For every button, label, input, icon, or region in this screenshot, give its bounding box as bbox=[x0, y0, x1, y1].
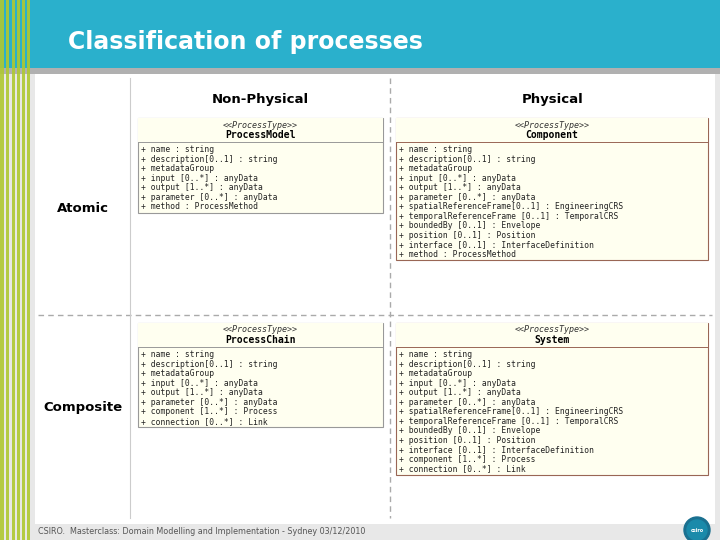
Text: + description[0..1] : string: + description[0..1] : string bbox=[141, 155, 277, 164]
Text: + position [0..1] : Position: + position [0..1] : Position bbox=[399, 436, 536, 445]
Circle shape bbox=[687, 520, 707, 540]
Text: + method : ProcessMethod: + method : ProcessMethod bbox=[141, 202, 258, 211]
Bar bbox=[12, 0, 15, 540]
Text: csiro: csiro bbox=[690, 528, 703, 532]
Text: <<ProcessType>>: <<ProcessType>> bbox=[223, 326, 298, 334]
Text: + input [0..*] : anyData: + input [0..*] : anyData bbox=[141, 174, 258, 183]
Text: + parameter [0..*] : anyData: + parameter [0..*] : anyData bbox=[399, 398, 536, 407]
Text: + boundedBy [0..1] : Envelope: + boundedBy [0..1] : Envelope bbox=[399, 221, 541, 230]
Text: ProcessModel: ProcessModel bbox=[225, 130, 296, 140]
Text: + method : ProcessMethod: + method : ProcessMethod bbox=[399, 249, 516, 259]
Circle shape bbox=[684, 517, 710, 540]
Text: + connection [0..*] : Link: + connection [0..*] : Link bbox=[141, 417, 268, 426]
Bar bbox=[138, 323, 383, 427]
Text: Composite: Composite bbox=[43, 402, 122, 415]
Text: + metadataGroup: + metadataGroup bbox=[399, 164, 472, 173]
Text: <<ProcessType>>: <<ProcessType>> bbox=[515, 326, 590, 334]
Text: + description[0..1] : string: + description[0..1] : string bbox=[399, 155, 536, 164]
Text: + output [1..*] : anyData: + output [1..*] : anyData bbox=[399, 388, 521, 397]
Text: <<ProcessType>>: <<ProcessType>> bbox=[515, 120, 590, 130]
Text: + output [1..*] : anyData: + output [1..*] : anyData bbox=[141, 183, 263, 192]
Text: ProcessChain: ProcessChain bbox=[225, 335, 296, 345]
Text: + name : string: + name : string bbox=[141, 350, 214, 359]
Text: CSIRO.  Masterclass: Domain Modelling and Implementation - Sydney 03/12/2010: CSIRO. Masterclass: Domain Modelling and… bbox=[38, 528, 365, 537]
Text: + input [0..*] : anyData: + input [0..*] : anyData bbox=[141, 379, 258, 388]
Text: + position [0..1] : Position: + position [0..1] : Position bbox=[399, 231, 536, 240]
Text: + metadataGroup: + metadataGroup bbox=[399, 369, 472, 378]
Text: + output [1..*] : anyData: + output [1..*] : anyData bbox=[399, 183, 521, 192]
Bar bbox=[6, 0, 9, 540]
Text: System: System bbox=[534, 335, 570, 345]
Bar bbox=[138, 118, 383, 142]
Text: + interface [0..1] : InterfaceDefinition: + interface [0..1] : InterfaceDefinition bbox=[399, 240, 594, 249]
Text: Atomic: Atomic bbox=[57, 201, 109, 214]
Text: <<ProcessType>>: <<ProcessType>> bbox=[223, 120, 298, 130]
Text: + component [1..*] : Process: + component [1..*] : Process bbox=[399, 455, 536, 464]
Bar bbox=[396, 118, 708, 260]
Bar bbox=[35, 74, 715, 524]
Text: + spatialReferenceFrame[0..1] : EngineeringCRS: + spatialReferenceFrame[0..1] : Engineer… bbox=[399, 407, 624, 416]
Bar bbox=[17, 0, 20, 540]
Text: + component [1..*] : Process: + component [1..*] : Process bbox=[141, 407, 277, 416]
Bar bbox=[138, 118, 383, 213]
Text: + metadataGroup: + metadataGroup bbox=[141, 369, 214, 378]
Text: + parameter [0..*] : anyData: + parameter [0..*] : anyData bbox=[141, 193, 277, 202]
Bar bbox=[27, 0, 30, 540]
Text: + interface [0..1] : InterfaceDefinition: + interface [0..1] : InterfaceDefinition bbox=[399, 446, 594, 454]
Text: Physical: Physical bbox=[522, 93, 584, 106]
Text: + input [0..*] : anyData: + input [0..*] : anyData bbox=[399, 379, 516, 388]
Text: + description[0..1] : string: + description[0..1] : string bbox=[141, 360, 277, 369]
Bar bbox=[396, 323, 708, 347]
Text: + temporalReferenceFrame [0..1] : TemporalCRS: + temporalReferenceFrame [0..1] : Tempor… bbox=[399, 417, 618, 426]
Text: + parameter [0..*] : anyData: + parameter [0..*] : anyData bbox=[141, 398, 277, 407]
Bar bbox=[138, 323, 383, 347]
Text: + input [0..*] : anyData: + input [0..*] : anyData bbox=[399, 174, 516, 183]
Bar bbox=[0, 68, 720, 74]
Bar bbox=[396, 323, 708, 475]
Text: + parameter [0..*] : anyData: + parameter [0..*] : anyData bbox=[399, 193, 536, 202]
Text: Classification of processes: Classification of processes bbox=[68, 30, 423, 54]
Text: Non-Physical: Non-Physical bbox=[212, 93, 309, 106]
Text: + description[0..1] : string: + description[0..1] : string bbox=[399, 360, 536, 369]
Text: + name : string: + name : string bbox=[141, 145, 214, 154]
Text: Component: Component bbox=[526, 130, 578, 140]
Text: + name : string: + name : string bbox=[399, 350, 472, 359]
Text: + boundedBy [0..1] : Envelope: + boundedBy [0..1] : Envelope bbox=[399, 426, 541, 435]
Bar bbox=[0, 0, 720, 68]
Bar bbox=[22, 0, 25, 540]
Text: + output [1..*] : anyData: + output [1..*] : anyData bbox=[141, 388, 263, 397]
Bar bbox=[396, 118, 708, 142]
Text: + spatialReferenceFrame[0..1] : EngineeringCRS: + spatialReferenceFrame[0..1] : Engineer… bbox=[399, 202, 624, 211]
Text: + metadataGroup: + metadataGroup bbox=[141, 164, 214, 173]
Text: + connection [0..*] : Link: + connection [0..*] : Link bbox=[399, 464, 526, 473]
Bar bbox=[0, 0, 4, 540]
Text: + temporalReferenceFrame [0..1] : TemporalCRS: + temporalReferenceFrame [0..1] : Tempor… bbox=[399, 212, 618, 221]
Text: + name : string: + name : string bbox=[399, 145, 472, 154]
